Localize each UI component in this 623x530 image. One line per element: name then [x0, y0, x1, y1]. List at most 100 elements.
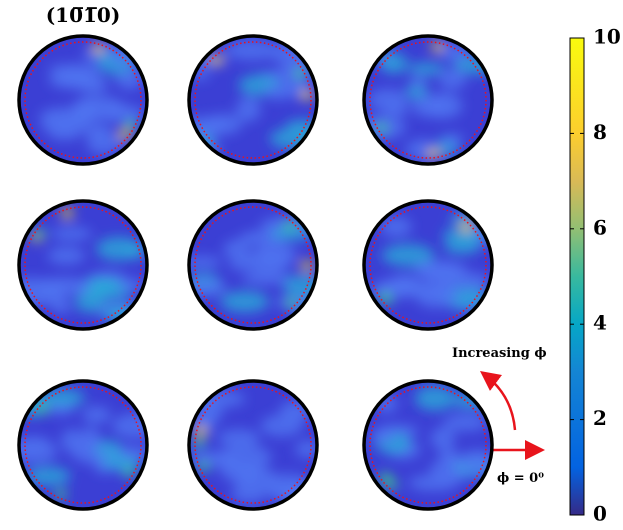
- dotted-circle: [194, 41, 312, 159]
- blob: [123, 467, 136, 478]
- blob: [26, 466, 71, 486]
- blob: [375, 122, 388, 133]
- blob: [425, 92, 463, 119]
- blob: [239, 232, 262, 244]
- blob: [32, 228, 45, 239]
- blob: [264, 84, 292, 100]
- blob: [54, 489, 67, 500]
- blob: [408, 474, 459, 492]
- blob: [378, 292, 391, 303]
- dotted-circle: [369, 41, 487, 159]
- pole-figure: [364, 201, 492, 329]
- tick-label: 0: [593, 502, 607, 526]
- pole-figure: [189, 201, 317, 329]
- blob: [283, 220, 296, 231]
- blob: [295, 440, 317, 458]
- blob: [430, 426, 456, 451]
- pole-figure: [364, 36, 492, 164]
- blob: [417, 262, 461, 282]
- tick-label: 6: [593, 215, 607, 239]
- annotation: ϕ = 0⁰: [497, 471, 544, 486]
- pole-figure: [364, 381, 492, 509]
- blob: [47, 63, 101, 75]
- blob: [441, 133, 464, 146]
- blob: [378, 472, 391, 483]
- blob: [228, 258, 253, 270]
- blob: [254, 241, 297, 267]
- blob: [111, 413, 147, 439]
- blob: [371, 428, 395, 444]
- dotted-circle: [194, 386, 312, 504]
- border: [187, 34, 319, 166]
- dotted-circle: [24, 206, 142, 324]
- pole-figure: [19, 201, 147, 329]
- blob: [300, 90, 313, 101]
- annotation: Increasing ϕ: [452, 346, 547, 361]
- blob: [36, 404, 49, 415]
- blob: [381, 243, 435, 267]
- dotted-circle: [24, 386, 142, 504]
- blob: [80, 427, 101, 451]
- blob: [193, 437, 206, 448]
- dotted-circle: [24, 41, 142, 159]
- dotted-circle: [194, 206, 312, 324]
- blob: [124, 120, 137, 131]
- blob: [76, 76, 109, 94]
- blob: [38, 388, 85, 407]
- dotted-circle: [369, 386, 487, 504]
- blob: [407, 62, 445, 76]
- border: [17, 379, 149, 511]
- tick-label: 8: [593, 120, 607, 144]
- blob: [96, 236, 141, 261]
- blob: [194, 425, 207, 436]
- blob: [37, 277, 92, 296]
- blob: [100, 456, 142, 470]
- border: [17, 199, 149, 331]
- blob: [282, 274, 317, 298]
- border: [362, 379, 494, 511]
- blob: [285, 119, 317, 134]
- border: [187, 199, 319, 331]
- blob: [431, 41, 444, 52]
- blob: [189, 450, 235, 463]
- blob: [230, 484, 268, 503]
- blob: [118, 129, 131, 140]
- blob: [442, 227, 483, 245]
- blob: [220, 290, 269, 313]
- tick-label: 2: [593, 406, 607, 430]
- blob: [217, 429, 261, 448]
- blob: [75, 291, 105, 313]
- blob: [438, 68, 467, 90]
- blob: [210, 55, 223, 66]
- blob: [269, 227, 316, 241]
- blob: [189, 116, 227, 138]
- blob: [379, 216, 412, 237]
- blob: [101, 104, 145, 123]
- blob: [225, 40, 279, 61]
- arrow: [480, 370, 517, 431]
- blob: [19, 440, 58, 464]
- border: [362, 34, 494, 166]
- blobs: [19, 388, 147, 500]
- pole-figure: [19, 36, 147, 164]
- blob: [376, 277, 424, 293]
- blob: [48, 127, 81, 140]
- blob: [427, 148, 440, 159]
- blob: [91, 43, 104, 54]
- blob: [460, 221, 473, 232]
- blob: [300, 260, 313, 271]
- border: [17, 34, 149, 166]
- blob: [72, 99, 101, 124]
- blob: [51, 301, 72, 314]
- blob: [439, 448, 460, 464]
- blob: [189, 255, 222, 269]
- blob: [443, 413, 488, 432]
- blob: [220, 461, 265, 483]
- border: [362, 199, 494, 331]
- pole-figure: [19, 381, 147, 509]
- border: [187, 379, 319, 511]
- blob: [405, 84, 428, 99]
- blob: [241, 271, 291, 285]
- colorbar: [569, 37, 585, 516]
- blob: [380, 52, 408, 74]
